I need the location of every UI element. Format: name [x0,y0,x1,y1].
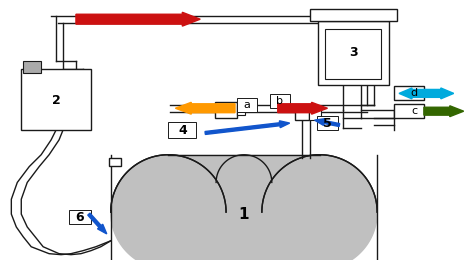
Bar [23,61,41,73]
Text: d: d [410,88,418,98]
Bar [310,9,397,21]
Bar [318,21,389,86]
Text: 4: 4 [178,123,187,137]
Polygon shape [262,155,377,261]
Bar [69,210,91,224]
Text: 1: 1 [239,207,249,222]
FancyArrow shape [424,106,464,117]
FancyArrow shape [315,119,340,127]
FancyArrow shape [399,88,426,99]
FancyArrow shape [205,121,290,134]
Bar [394,104,424,118]
FancyArrow shape [88,213,107,234]
Text: b: b [276,96,283,106]
FancyArrow shape [426,88,454,99]
Bar [309,110,320,120]
Polygon shape [111,155,226,261]
Bar [326,29,381,79]
Text: 6: 6 [76,211,84,224]
Bar [21,69,91,130]
Bar [215,102,237,118]
Bar [168,122,196,138]
Bar [237,105,245,115]
Polygon shape [168,155,319,261]
Text: 3: 3 [349,46,357,59]
FancyArrow shape [175,102,235,114]
Bar [295,110,309,120]
Text: a: a [244,100,250,110]
Text: 5: 5 [323,117,332,129]
Bar [270,94,290,108]
Text: c: c [411,106,417,116]
Text: 2: 2 [52,94,61,107]
Bar [237,98,257,112]
Bar [109,158,121,166]
FancyArrow shape [76,12,200,26]
FancyArrow shape [278,102,328,114]
Bar [317,116,338,130]
Bar [394,86,424,100]
